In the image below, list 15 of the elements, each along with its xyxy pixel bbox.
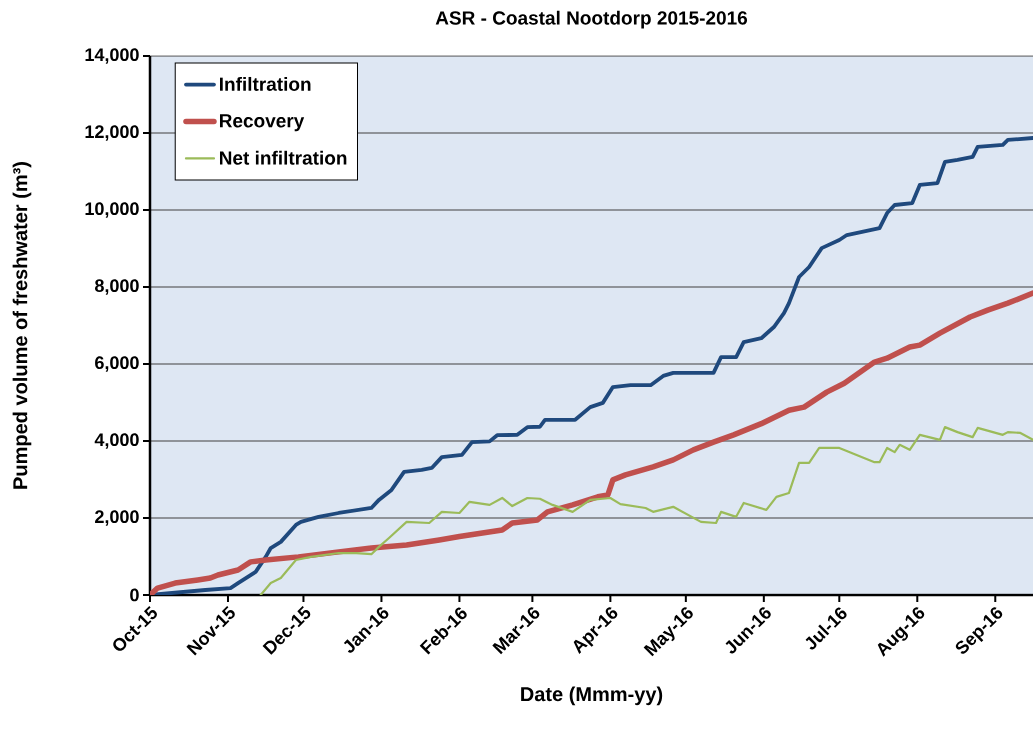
x-axis-title: Date (Mmm-yy) bbox=[521, 686, 663, 706]
y-tick-label: 8,000 bbox=[95, 279, 139, 295]
y-tick-label: 2,000 bbox=[95, 510, 139, 526]
y-tick-label: 12,000 bbox=[85, 125, 139, 141]
chart-title: ASR - Coastal Nootdorp 2015-2016 bbox=[435, 10, 748, 29]
y-tick-label: 0 bbox=[130, 588, 139, 602]
legend-label: Recovery bbox=[220, 114, 305, 132]
y-tick-label: 6,000 bbox=[95, 356, 139, 372]
legend-label: Infiltration bbox=[220, 76, 311, 91]
line-series bbox=[259, 426, 1033, 595]
y-axis-title: Pumped volume of freshwater (m³) bbox=[12, 162, 32, 489]
y-tick-label: 10,000 bbox=[85, 202, 139, 218]
y-tick-label: 4,000 bbox=[94, 433, 139, 449]
legend-label: Net infiltration bbox=[220, 150, 347, 165]
y-tick-label: 14,000 bbox=[85, 48, 139, 64]
